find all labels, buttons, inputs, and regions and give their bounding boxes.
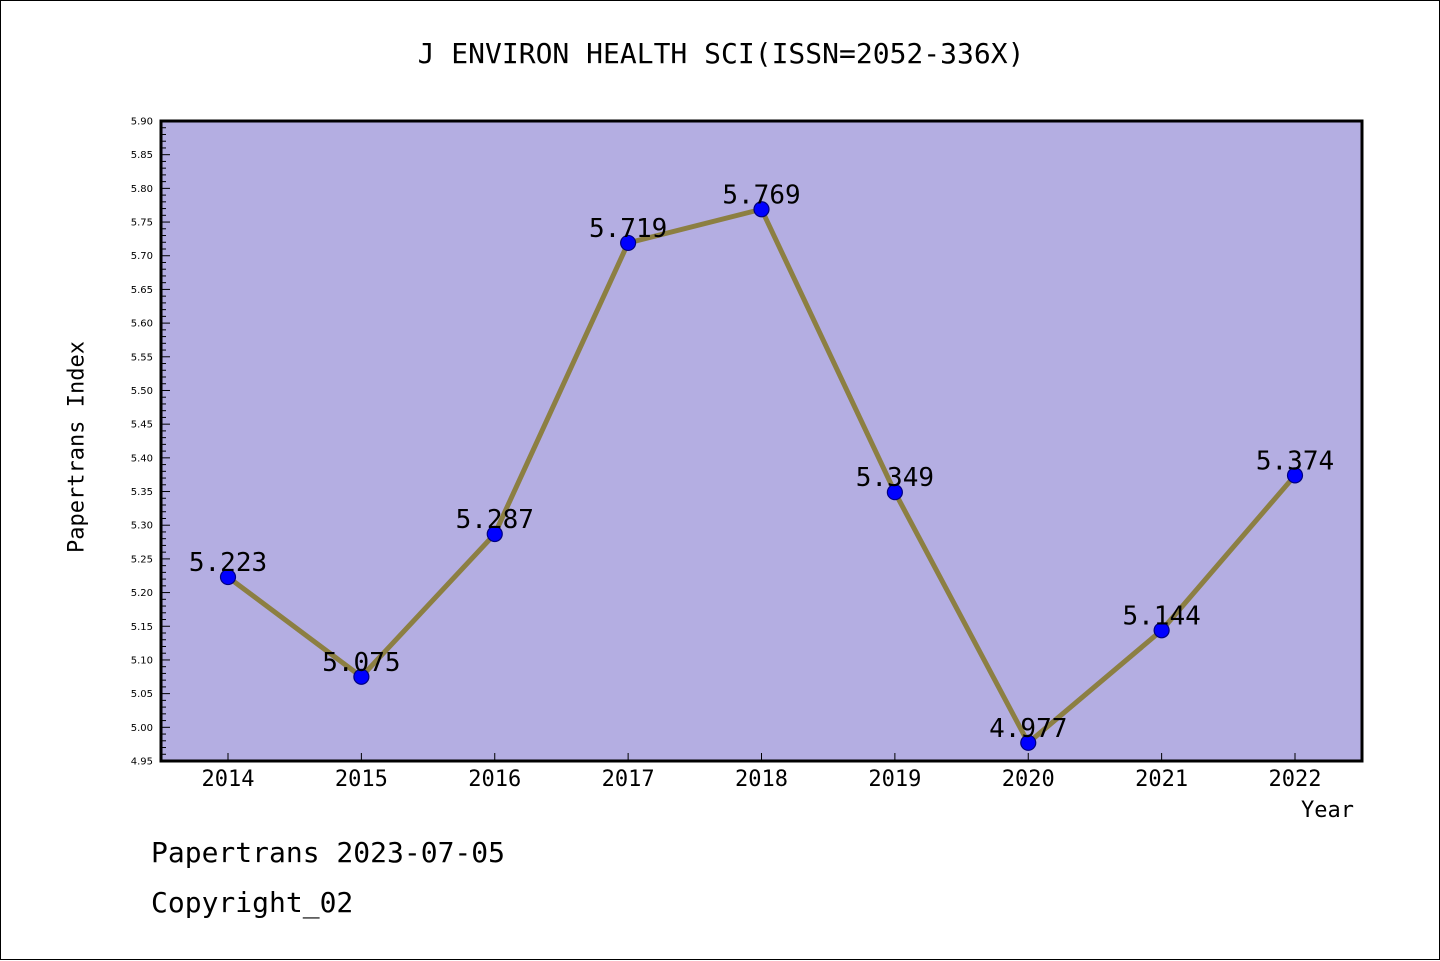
data-point [1286, 467, 1304, 484]
x-tick-label: 2019 [868, 767, 921, 792]
x-tick-label: 2018 [735, 767, 788, 792]
data-point [1020, 734, 1037, 751]
data-label: 5.223 [189, 548, 267, 578]
data-label: 5.719 [589, 214, 667, 244]
footer-copyright: Copyright_02 [151, 886, 354, 919]
data-label: 4.977 [989, 714, 1067, 744]
data-point [353, 668, 370, 685]
y-tick-label: 5.30 [131, 521, 153, 532]
y-tick-label: 5.40 [131, 453, 153, 464]
y-tick-label: 5.80 [131, 184, 153, 195]
footer-date: Papertrans 2023-07-05 [151, 836, 506, 869]
y-tick-label: 5.20 [131, 588, 153, 599]
x-tick-label: 2016 [468, 767, 521, 792]
y-tick-label: 4.95 [131, 757, 153, 768]
y-tick-label: 5.85 [131, 150, 153, 161]
y-tick-label: 5.25 [131, 554, 153, 565]
y-tick-label: 5.15 [131, 622, 153, 633]
y-tick-label: 5.90 [131, 117, 153, 128]
y-tick-label: 5.05 [131, 689, 153, 700]
data-point [620, 234, 637, 252]
x-tick-label: 2017 [602, 767, 655, 792]
data-point [486, 525, 503, 543]
x-tick-label: 2020 [1002, 767, 1055, 792]
x-axis-label: Year [1301, 798, 1354, 823]
y-tick-label: 5.65 [131, 285, 153, 296]
x-tick-label: 2015 [335, 767, 388, 792]
y-tick-label: 5.55 [131, 352, 153, 363]
y-tick-label: 5.10 [131, 655, 153, 666]
data-point [1153, 622, 1170, 639]
data-label: 5.374 [1256, 446, 1334, 476]
data-label: 5.349 [856, 463, 934, 493]
x-tick-label: 2014 [202, 767, 255, 792]
data-label: 5.769 [722, 180, 800, 210]
data-point [219, 568, 237, 586]
data-label: 5.075 [322, 648, 400, 678]
plot-frame [159, 119, 1364, 763]
chart-title: J ENVIRON HEALTH SCI(ISSN=2052-336X) [417, 37, 1025, 70]
y-tick-label: 5.00 [131, 723, 153, 734]
y-tick-label: 5.50 [131, 386, 153, 397]
y-tick-label: 5.45 [131, 420, 153, 431]
data-point [753, 201, 770, 218]
x-tick-label: 2021 [1135, 767, 1188, 792]
y-axis: 4.95 5.00 5.05 5.10 5.15 5.20 5.25 5.30 5.35 5.40… [131, 117, 170, 768]
y-tick-label: 5.75 [131, 218, 153, 229]
x-tick-label: 2022 [1269, 767, 1322, 792]
y-tick-label: 5.70 [131, 251, 153, 262]
series-layer: 5.223 5.075 5.287 5.719 5.769 5.349 4.977 5.144… [189, 180, 1334, 751]
y-tick-label: 5.35 [131, 487, 153, 498]
data-point [886, 484, 903, 501]
plot-area [161, 121, 1362, 761]
y-tick-label: 5.60 [131, 319, 153, 330]
data-label: 5.287 [456, 505, 534, 535]
data-label: 5.144 [1122, 601, 1200, 631]
